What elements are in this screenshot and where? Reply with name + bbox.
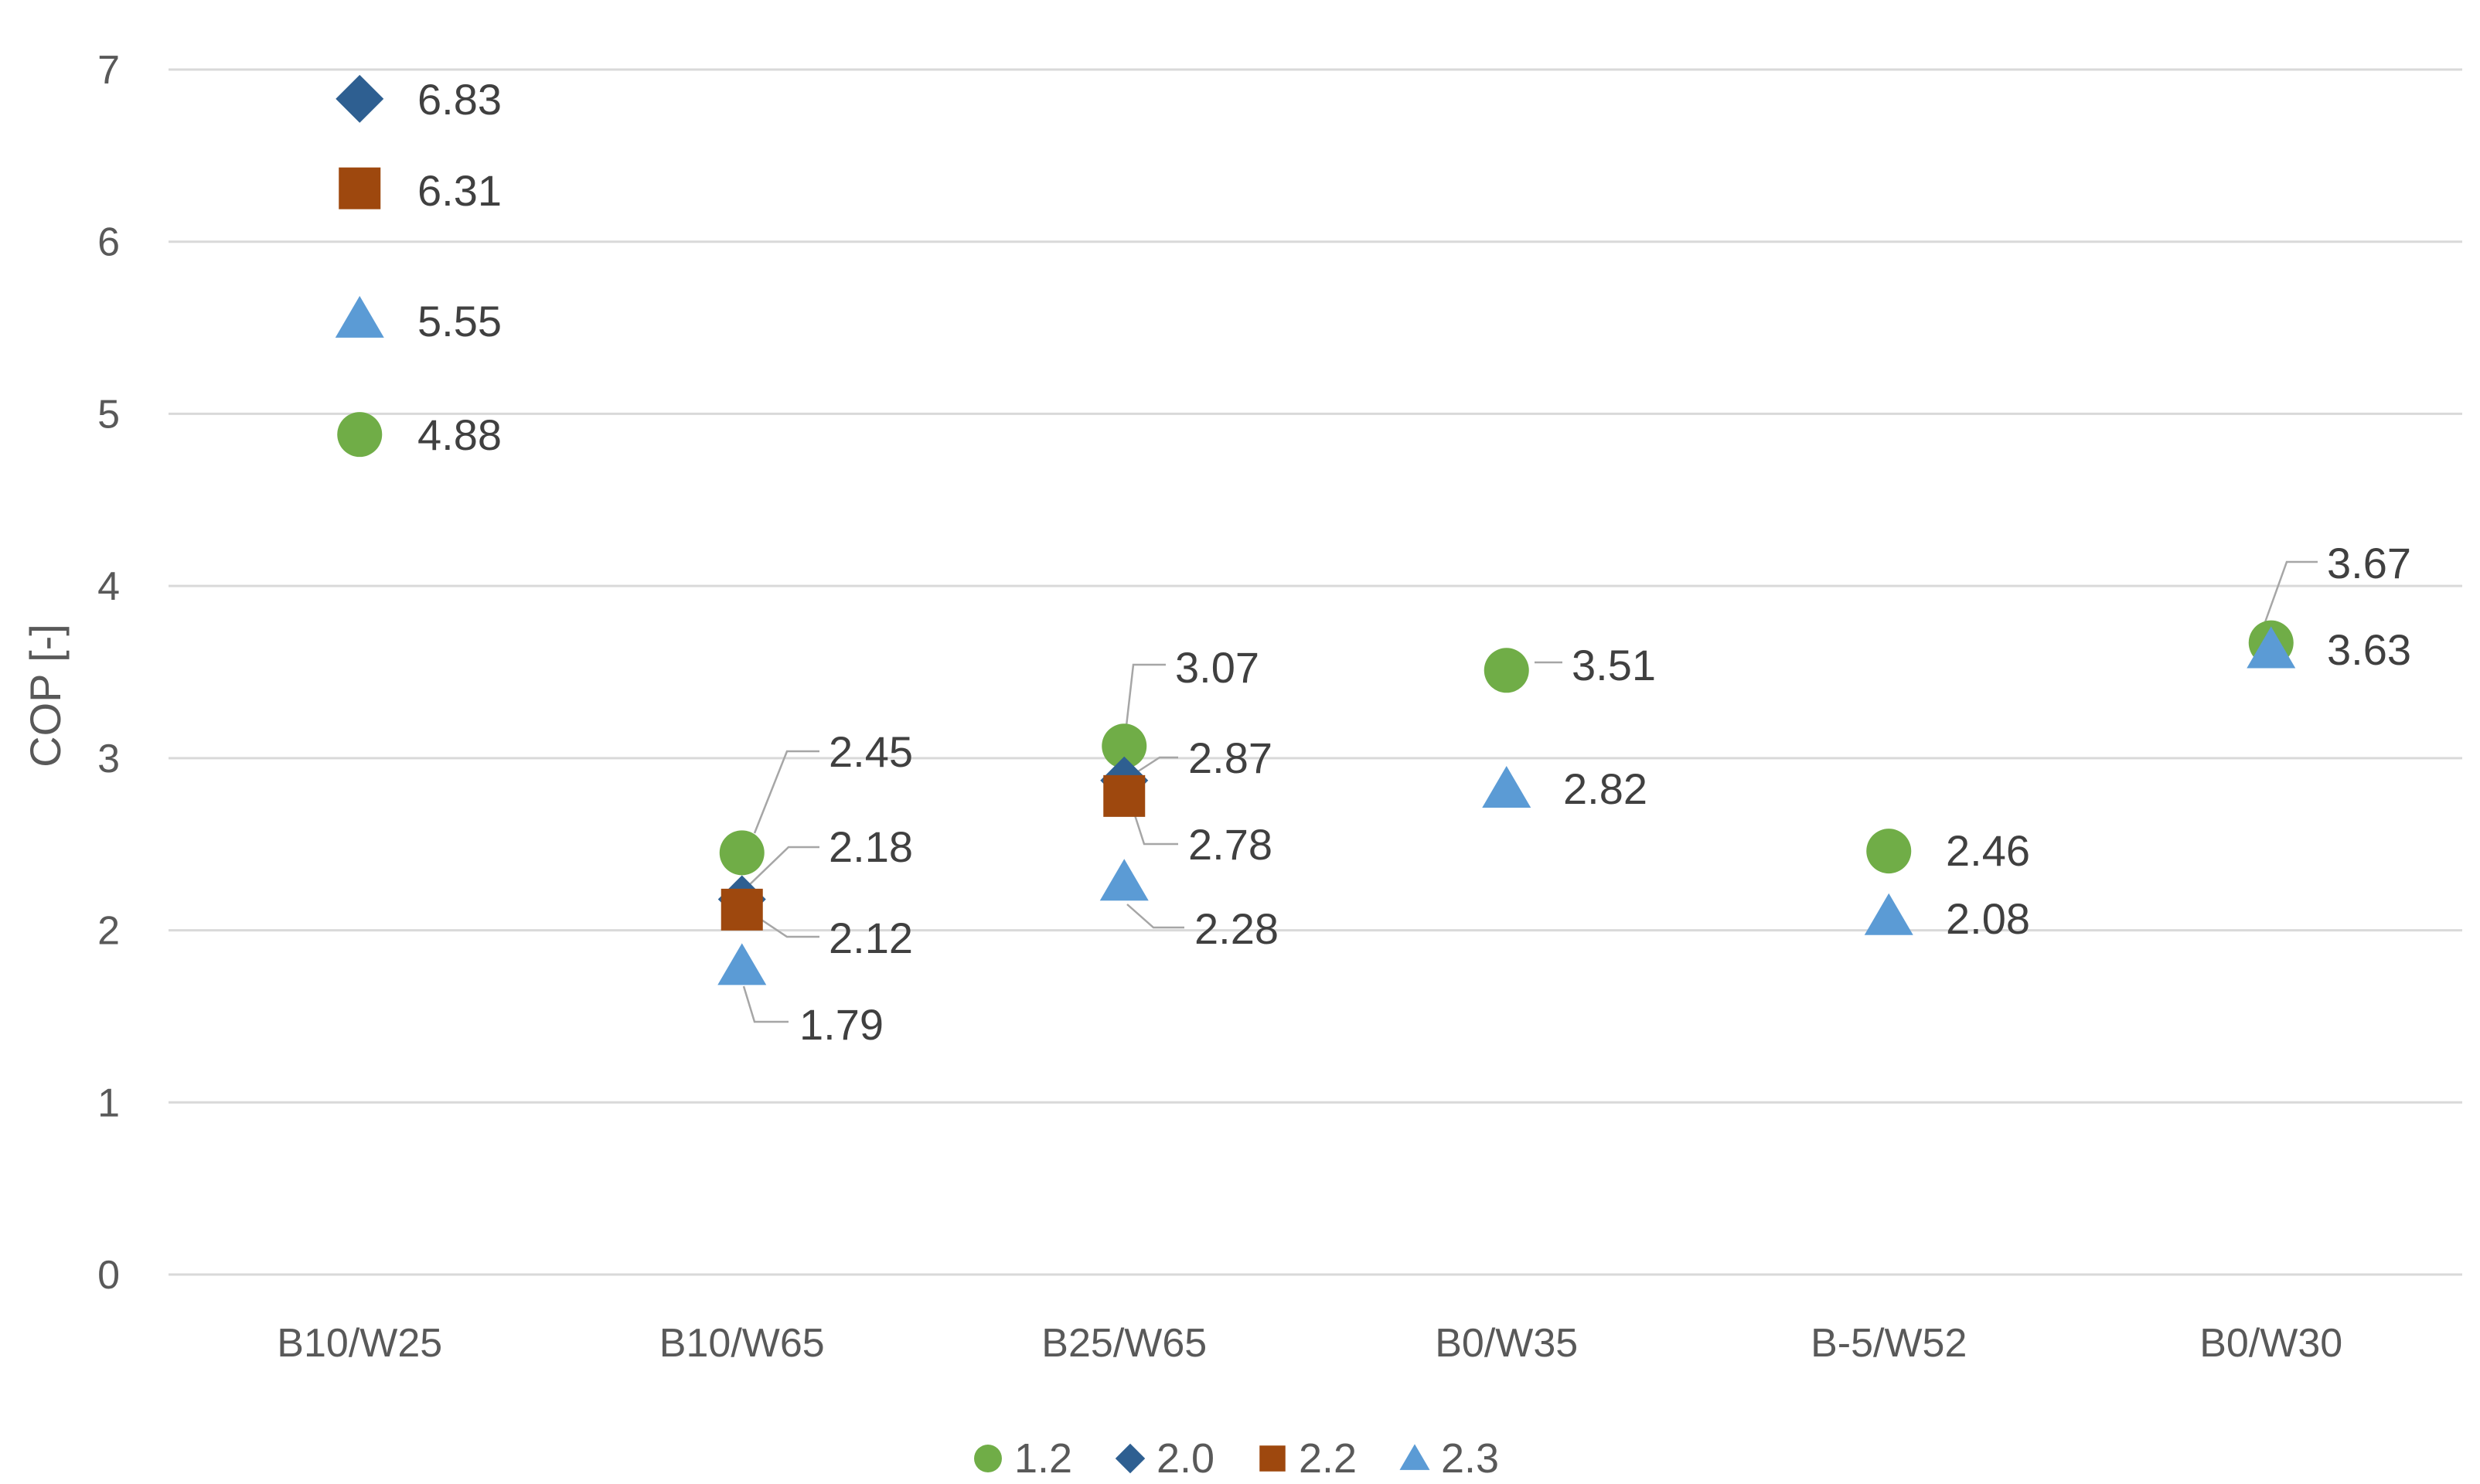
data-markers — [335, 74, 2296, 985]
y-tick-label: 5 — [97, 392, 120, 437]
x-axis-ticks: B10/W25 B10/W65 B25/W65 B0/W35 B-5/W52 B0/W30 — [277, 1321, 2342, 1366]
data-label-series-1-2-b10-w25: 4.88 — [417, 410, 502, 459]
marker-series-2-3-b0-w30 — [2247, 626, 2296, 669]
marker-series-1-2-b25-w65 — [1102, 723, 1147, 769]
marker-series-2-3-b0-w35 — [1482, 765, 1531, 808]
legend-item-2-3: 2.3 — [1399, 1435, 1499, 1482]
marker-series-1-2-b10-w25 — [337, 412, 383, 458]
legend-marker-square — [1259, 1445, 1286, 1472]
y-tick-label: 6 — [97, 220, 120, 265]
marker-series-2-3-b25-w65 — [1099, 859, 1149, 901]
data-label-series-2-0-b10-w25: 6.83 — [417, 75, 502, 124]
marker-series-1-2-b-5-w52 — [1866, 829, 1912, 874]
data-label-series-2-3-b10-w25: 5.55 — [417, 297, 502, 345]
legend-item-2-0: 2.0 — [1115, 1435, 1214, 1482]
legend-label: 1.2 — [1014, 1435, 1072, 1482]
leader-line — [753, 750, 819, 834]
legend-label: 2.2 — [1299, 1435, 1357, 1482]
x-tick-label: B0/W35 — [1435, 1321, 1578, 1366]
legend-marker-diamond — [1115, 1443, 1146, 1474]
legend-item-1-2: 1.2 — [974, 1435, 1072, 1482]
data-label-series-2-2-b10-w25: 6.31 — [417, 166, 502, 215]
marker-series-2-3-b10-w25 — [335, 295, 384, 338]
x-tick-label: B-5/W52 — [1811, 1321, 1967, 1366]
legend-marker-triangle — [1399, 1444, 1430, 1470]
label-leader-lines — [742, 560, 2318, 1023]
data-label-series-1-2-b0-w30: 3.67 — [2327, 539, 2411, 587]
y-axis-ticks: 0 1 2 3 4 5 6 7 — [97, 48, 120, 1298]
marker-series-1-2-b10-w65 — [719, 830, 765, 876]
data-label-series-2-3-b0-w35: 2.82 — [1563, 764, 1647, 813]
leader-line — [746, 846, 819, 888]
x-tick-label: B10/W65 — [659, 1321, 825, 1366]
leader-line — [1124, 663, 1166, 733]
legend-label: 2.3 — [1441, 1435, 1499, 1482]
marker-series-2-2-b10-w25 — [339, 167, 381, 209]
data-label-series-2-0-b10-w65: 2.18 — [829, 822, 913, 871]
marker-series-1-2-b0-w35 — [1484, 648, 1529, 693]
data-label-series-2-3-b0-w30: 3.63 — [2327, 625, 2411, 674]
y-axis-label: COP [-] — [21, 624, 70, 768]
y-tick-label: 0 — [97, 1253, 120, 1298]
leader-line — [1133, 756, 1178, 776]
data-label-series-1-2-b-5-w52: 2.46 — [1946, 826, 2030, 875]
data-label-series-2-3-b25-w65: 2.28 — [1194, 904, 1279, 953]
marker-series-2-3-b10-w65 — [717, 943, 767, 985]
marker-series-2-3-b-5-w52 — [1864, 893, 1913, 935]
y-tick-label: 7 — [97, 48, 120, 93]
marker-series-2-0-b10-w25 — [336, 74, 384, 123]
leader-line — [1126, 904, 1184, 929]
marker-series-2-2-b25-w65 — [1103, 774, 1146, 817]
data-label-series-1-2-b25-w65: 3.07 — [1175, 643, 1259, 692]
y-tick-label: 1 — [97, 1081, 120, 1125]
leader-line — [742, 985, 789, 1023]
leader-line — [2264, 560, 2318, 623]
data-label-series-2-3-b-5-w52: 2.08 — [1946, 894, 2030, 943]
y-tick-label: 3 — [97, 737, 120, 781]
legend: 1.2 2.0 2.2 2.3 — [974, 1435, 1499, 1482]
data-label-series-2-2-b25-w65: 2.78 — [1188, 820, 1272, 869]
y-tick-label: 2 — [97, 909, 120, 954]
y-tick-label: 4 — [97, 564, 120, 609]
data-label-series-1-2-b10-w65: 2.45 — [829, 727, 913, 776]
data-labels: 4.88 2.45 3.07 3.51 2.46 3.67 6.83 2.18 2.87 6.31… — [417, 75, 2411, 1049]
data-label-series-2-3-b10-w65: 1.79 — [799, 1000, 884, 1049]
marker-series-2-2-b10-w65 — [720, 888, 763, 931]
data-label-series-1-2-b0-w35: 3.51 — [1572, 641, 1656, 689]
data-label-series-2-2-b10-w65: 2.12 — [829, 914, 913, 962]
data-label-series-2-0-b25-w65: 2.87 — [1188, 733, 1272, 782]
legend-item-2-2: 2.2 — [1259, 1435, 1357, 1482]
x-tick-label: B10/W25 — [277, 1321, 442, 1366]
gridlines — [169, 68, 2462, 1276]
legend-label: 2.0 — [1157, 1435, 1214, 1482]
x-tick-label: B25/W65 — [1041, 1321, 1207, 1366]
legend-marker-circle — [974, 1445, 1002, 1472]
x-tick-label: B0/W30 — [2199, 1321, 2342, 1366]
